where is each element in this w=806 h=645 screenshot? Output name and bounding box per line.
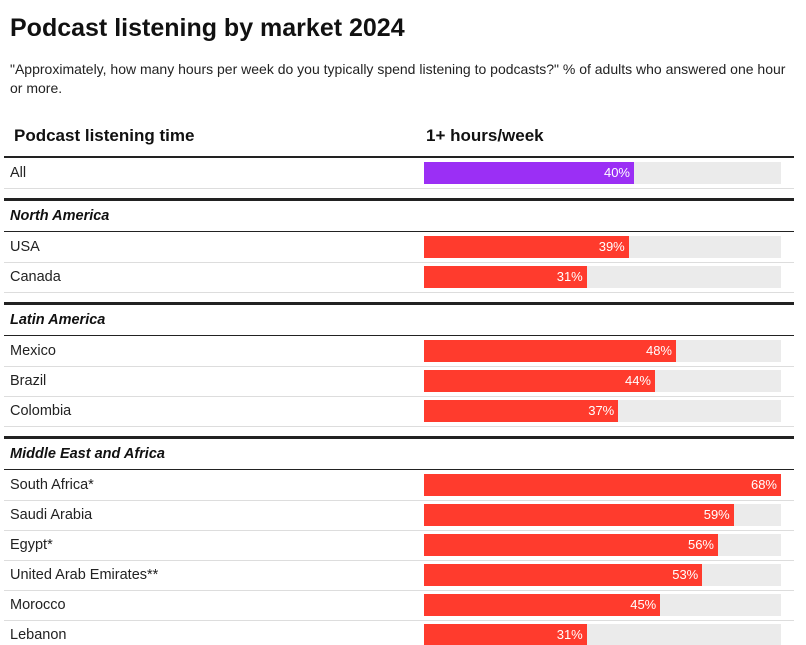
title: Podcast listening by market 2024 [10, 14, 405, 42]
value-label: 44% [624, 373, 651, 388]
row-divider [4, 620, 794, 621]
bar [424, 534, 718, 556]
group-underline [4, 469, 794, 470]
value-label: 39% [598, 239, 625, 254]
row-divider [4, 396, 794, 397]
bar [424, 236, 629, 258]
value-label: 56% [687, 537, 714, 552]
row-label: Saudi Arabia [10, 507, 93, 523]
group-label: Middle East and Africa [10, 446, 165, 462]
bar [424, 474, 781, 496]
row-label: USA [10, 239, 40, 255]
row-label: Canada [10, 269, 61, 285]
value-header: 1+ hours/week [426, 126, 544, 145]
group-rule [4, 436, 794, 439]
value-label: 45% [630, 597, 657, 612]
row-label: All [10, 165, 27, 181]
row-divider [4, 262, 794, 263]
value-label: 31% [556, 269, 583, 284]
bar [424, 266, 587, 288]
row-divider [4, 590, 794, 591]
group-underline [4, 231, 794, 232]
bar [424, 162, 634, 184]
group-rule [4, 302, 794, 305]
bar [424, 370, 655, 392]
row-label: United Arab Emirates** [10, 567, 159, 583]
bar [424, 564, 703, 586]
row-label: Morocco [10, 597, 66, 613]
row-divider [4, 530, 794, 531]
group-rule [4, 198, 794, 201]
row-divider [4, 426, 794, 427]
group-underline [4, 335, 794, 336]
value-label: 68% [750, 477, 777, 492]
row-label: Mexico [10, 343, 56, 359]
group-label: North America [10, 208, 110, 224]
header-rule [4, 156, 794, 158]
value-label: 53% [672, 567, 699, 582]
row-divider [4, 500, 794, 501]
bar [424, 400, 619, 422]
row-label: South Africa* [10, 477, 94, 493]
value-label: 37% [588, 403, 615, 418]
value-label: 31% [556, 627, 583, 642]
value-label: 59% [703, 507, 730, 522]
bar [424, 504, 734, 526]
value-label: 48% [645, 343, 672, 358]
row-divider [4, 188, 794, 189]
row-divider [4, 366, 794, 367]
row-label: Brazil [10, 373, 47, 389]
row-label: Colombia [10, 403, 72, 419]
bar [424, 594, 661, 616]
group-label: Latin America [10, 312, 106, 328]
row-label: Lebanon [10, 627, 67, 643]
bar [424, 340, 676, 362]
row-divider [4, 292, 794, 293]
row-divider [4, 560, 794, 561]
category-header: Podcast listening time [14, 126, 195, 145]
value-label: 40% [603, 165, 630, 180]
subtitle: "Approximately, how many hours per week … [10, 61, 786, 96]
bar [424, 624, 587, 645]
row-label: Egypt* [10, 537, 53, 553]
